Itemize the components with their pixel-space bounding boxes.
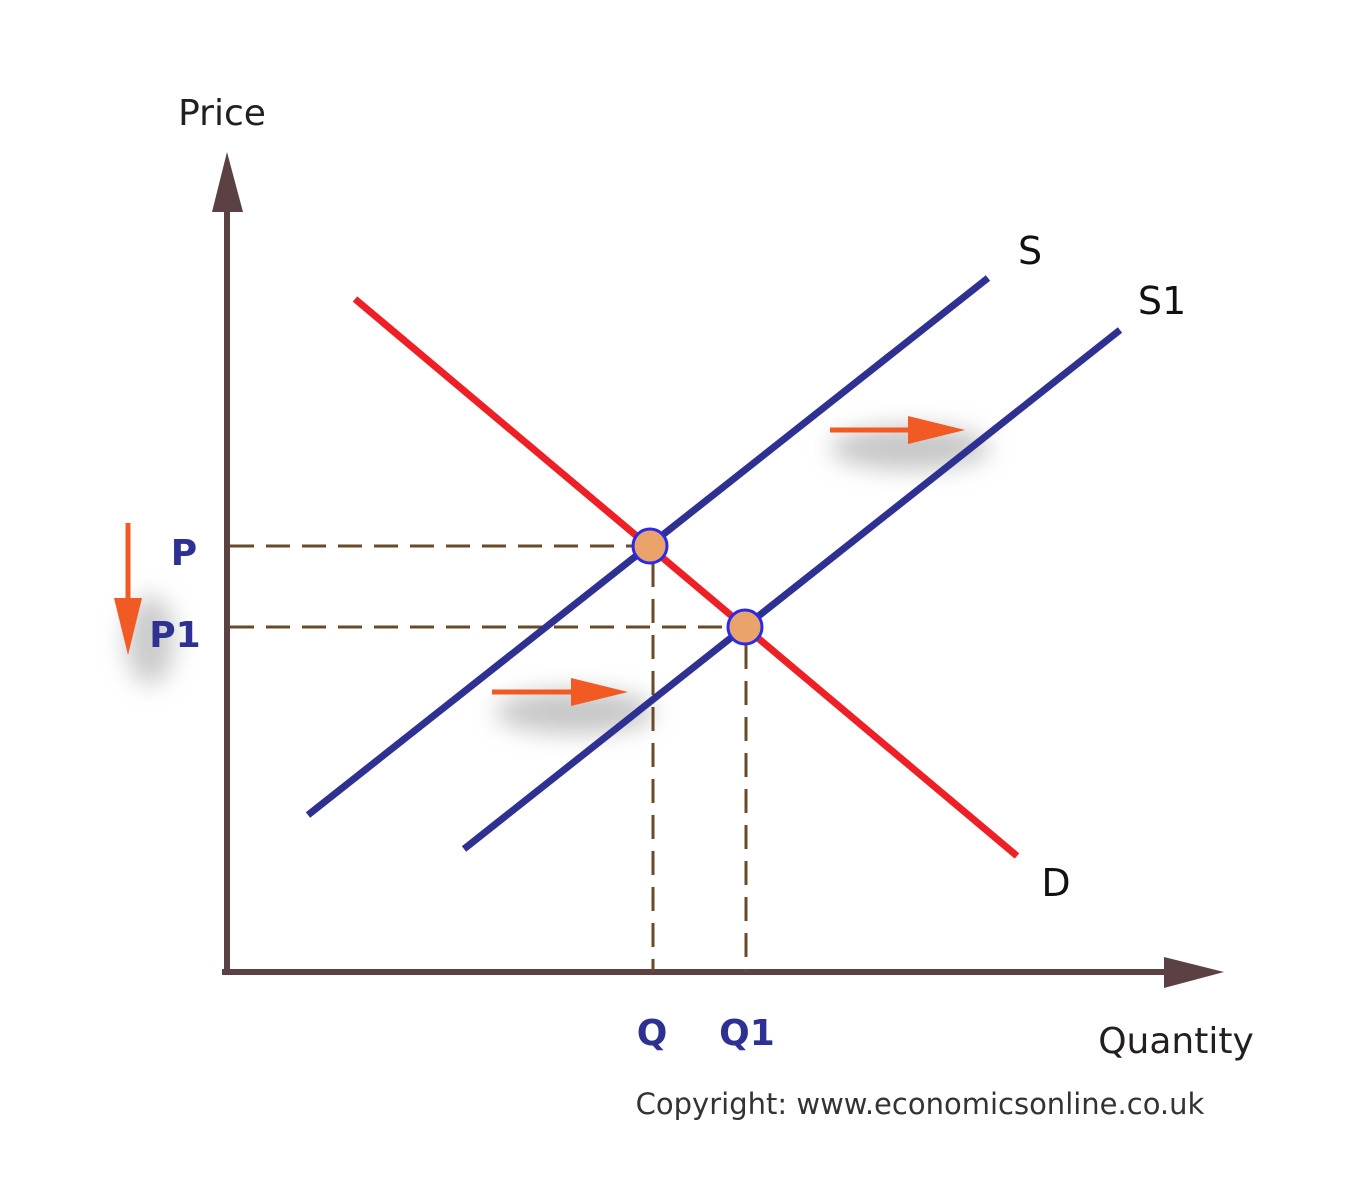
demand-curve-d-label: D bbox=[1041, 861, 1070, 905]
price-fall-arrow bbox=[114, 523, 142, 655]
x-axis-arrowhead-icon bbox=[1164, 957, 1224, 988]
arrow-shadow bbox=[830, 426, 990, 470]
x-axis bbox=[222, 957, 1224, 988]
quantity-q1-label: Q1 bbox=[719, 1013, 775, 1054]
arrow-right-icon bbox=[908, 416, 965, 444]
x-axis-title: Quantity bbox=[1098, 1021, 1254, 1062]
demand-curve-d bbox=[352, 296, 1020, 859]
quantity-q-label: Q bbox=[637, 1013, 668, 1054]
supply-shift-arrow-upper bbox=[830, 416, 965, 444]
y-axis-arrowhead-icon bbox=[212, 152, 243, 212]
supply-curve-s-label: S bbox=[1018, 229, 1042, 273]
supply-shift-arrow-lower bbox=[492, 678, 628, 706]
arrow-right-icon bbox=[571, 678, 628, 706]
price-p1-label: P1 bbox=[149, 615, 200, 656]
arrow-shadow bbox=[495, 690, 655, 734]
arrow-shadow bbox=[125, 595, 175, 685]
copyright-text: Copyright: www.economicsonline.co.uk bbox=[636, 1087, 1205, 1121]
arrow-down-icon bbox=[114, 598, 142, 655]
y-axis bbox=[212, 152, 243, 975]
equilibrium-point-original bbox=[631, 527, 669, 565]
equilibrium-point-new bbox=[726, 608, 764, 646]
y-axis-title: Price bbox=[178, 93, 266, 134]
supply-curve-s1 bbox=[461, 327, 1123, 852]
supply-curve-s1-label: S1 bbox=[1138, 279, 1186, 323]
price-p-label: P bbox=[171, 533, 197, 574]
